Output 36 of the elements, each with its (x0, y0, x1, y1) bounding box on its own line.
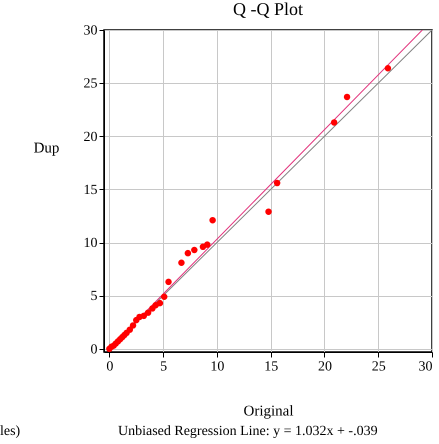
y-tick-label: 25 (84, 76, 98, 92)
point (156, 300, 164, 306)
point (140, 312, 148, 320)
point (130, 322, 136, 329)
chart-title: Q -Q Plot (232, 0, 304, 19)
point (160, 294, 168, 300)
point (265, 208, 272, 215)
x-tick-label: 15 (264, 360, 278, 374)
point (384, 65, 392, 72)
x-tick-label: 30 (418, 360, 432, 374)
point (344, 94, 350, 100)
x-tick-label: 25 (372, 360, 386, 374)
y-axis-title: Dup (34, 140, 60, 156)
point (204, 241, 210, 248)
point (178, 260, 185, 266)
point (330, 119, 338, 126)
point (126, 326, 134, 333)
y-tick-label: 30 (84, 24, 98, 38)
y-tick-label: 20 (84, 130, 98, 145)
text: Unbiased Regression Line: y = 1.032x + -.039 (118, 424, 378, 440)
x-tick-label: 5 (160, 360, 168, 374)
y-tick-label: 0 (90, 342, 98, 358)
point (274, 180, 280, 186)
y-tick-label: 10 (84, 236, 98, 252)
x-tick-label: 20 (318, 360, 332, 374)
x-tick-label: 0 (106, 360, 114, 374)
text: les) (0, 424, 20, 440)
y-tick-label: 15 (84, 182, 98, 198)
point (191, 246, 198, 254)
point (209, 216, 216, 224)
point (184, 250, 192, 256)
point (144, 309, 152, 316)
point (165, 278, 172, 286)
x-tick-label: 10 (210, 360, 224, 374)
x-axis-title: Original (244, 404, 294, 420)
y-tick-label: 5 (90, 289, 98, 304)
